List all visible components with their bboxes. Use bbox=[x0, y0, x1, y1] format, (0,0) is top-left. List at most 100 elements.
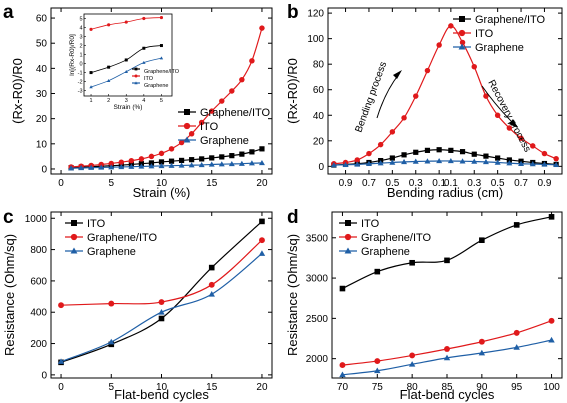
inset-x-tick-label: 1 bbox=[90, 98, 93, 104]
d-graphene-point-5 bbox=[513, 344, 520, 350]
b-ito-point-2 bbox=[354, 157, 360, 163]
a-graphene-ito-point-16 bbox=[229, 153, 235, 159]
a-legend-swatch-marker bbox=[183, 136, 191, 143]
a-graphene-point-18 bbox=[248, 160, 255, 166]
b-legend-label: Graphene/ITO bbox=[475, 14, 546, 26]
b-graphene-point-13 bbox=[482, 158, 489, 165]
x-tick-label: 0.1 bbox=[432, 178, 446, 189]
d-graphene-ito-point-2 bbox=[409, 352, 416, 359]
c-ito-point-3 bbox=[208, 264, 215, 271]
c-graphene-point-1 bbox=[108, 338, 115, 345]
c-graphene-point-0 bbox=[57, 358, 65, 364]
b-legend-swatch-marker bbox=[459, 16, 465, 22]
a-inset-legend-swatch-marker bbox=[134, 67, 138, 71]
b-graphene-ito-point-7 bbox=[413, 149, 419, 155]
y-tick-label: 50 bbox=[36, 39, 48, 50]
x-axis-title: Flat-bend cycles bbox=[114, 387, 209, 402]
b-ito-point-15 bbox=[506, 125, 513, 131]
x-tick-label: 0.3 bbox=[467, 178, 481, 189]
d-graphene-ito-point-4 bbox=[478, 338, 485, 345]
a-legend-swatch-marker bbox=[184, 109, 190, 115]
a-ito-point-9 bbox=[158, 150, 165, 157]
a-graphene-point-8 bbox=[148, 163, 155, 169]
a-graphene-ito-point-13 bbox=[199, 156, 205, 162]
b-ito-point-6 bbox=[401, 115, 407, 121]
d-legend-label: Graphene/ITO bbox=[361, 232, 432, 244]
a-ito-point-12 bbox=[188, 131, 195, 137]
x-tick-label: 0.7 bbox=[514, 178, 528, 189]
b-ito-point-3 bbox=[366, 150, 372, 157]
b-ito-point-16 bbox=[518, 135, 524, 141]
a-inset-graphene-point-3 bbox=[142, 60, 146, 64]
d-graphene-ito-point-3 bbox=[444, 346, 450, 352]
a-graphene-ito-point-17 bbox=[239, 151, 245, 157]
b-graphene-ito-point-12 bbox=[471, 151, 477, 157]
y-tick-label: 400 bbox=[30, 308, 47, 319]
inset-y-tick-label: -3 bbox=[78, 89, 83, 95]
x-tick-label: 0.9 bbox=[537, 178, 551, 189]
c-graphene-ito-point-3 bbox=[208, 281, 215, 288]
b-graphene-ito-point-14 bbox=[495, 155, 501, 161]
x-tick-label: 85 bbox=[441, 382, 453, 393]
b-graphene-point-6 bbox=[401, 158, 408, 165]
b-graphene-ito-point-8 bbox=[424, 147, 431, 153]
inset-y-tick-label: 5 bbox=[79, 17, 82, 23]
y-tick-label: 1000 bbox=[25, 214, 48, 225]
x-tick-label: 95 bbox=[511, 382, 523, 393]
d-ito-point-2 bbox=[409, 259, 415, 266]
d-graphene-point-1 bbox=[374, 367, 381, 374]
y-axis-title: Resistance (Ohm/sq) bbox=[285, 234, 300, 356]
x-tick-label: 0.5 bbox=[491, 178, 505, 189]
b-ito-point-5 bbox=[389, 129, 396, 135]
x-tick-label: 5 bbox=[108, 178, 114, 189]
b-ito-point-11 bbox=[459, 39, 466, 46]
a-graphene-point-17 bbox=[238, 160, 245, 166]
b-ito-point-8 bbox=[424, 67, 431, 74]
b-ito-point-14 bbox=[494, 112, 501, 118]
a-ito-point-14 bbox=[208, 108, 215, 114]
a-graphene-point-16 bbox=[228, 160, 235, 167]
y-tick-label: 20 bbox=[36, 114, 48, 125]
b-ito-point-17 bbox=[530, 143, 536, 149]
b-graphene-point-12 bbox=[471, 158, 478, 164]
a-inset-graphene-ito-point-4 bbox=[159, 44, 163, 48]
b-graphene-ito-point-15 bbox=[506, 157, 512, 163]
b-ito-point-18 bbox=[541, 150, 548, 157]
c-legend-swatch-marker bbox=[70, 233, 78, 241]
a-graphene-point-1 bbox=[78, 164, 85, 171]
x-tick-label: 80 bbox=[407, 382, 419, 393]
a-graphene-point-6 bbox=[128, 163, 135, 169]
a-graphene-ito-point-18 bbox=[249, 149, 255, 155]
b-legend-label: ITO bbox=[475, 28, 494, 40]
y-tick-label: 80 bbox=[313, 60, 325, 71]
a-legend-label: ITO bbox=[200, 121, 219, 133]
annotation-recovery: Recovery process bbox=[485, 78, 532, 154]
b-ito-point-4 bbox=[377, 141, 384, 148]
a-inset-legend-label: Graphene/ITO bbox=[144, 69, 180, 75]
b-graphene-point-0 bbox=[330, 162, 337, 168]
y-tick-label: 200 bbox=[30, 339, 47, 350]
y-tick-label: 2500 bbox=[306, 314, 329, 325]
inset-y-tick-label: 0 bbox=[79, 62, 82, 68]
b-graphene-point-3 bbox=[365, 160, 372, 166]
a-ito-point-19 bbox=[259, 25, 265, 31]
a-inset-graphene-point-0 bbox=[89, 85, 93, 89]
a-inset-legend-swatch-marker bbox=[134, 81, 138, 85]
b-graphene-ito-point-10 bbox=[448, 147, 454, 153]
inset-y-axis-title: ln[(Rx-R0)/R0] bbox=[69, 34, 76, 76]
b-graphene-point-14 bbox=[494, 159, 501, 165]
x-tick-label: 90 bbox=[476, 382, 488, 393]
c-legend-label: ITO bbox=[87, 218, 106, 230]
a-graphene-ito-point-8 bbox=[148, 160, 155, 166]
x-tick-label: 0.5 bbox=[385, 178, 399, 189]
x-tick-label: 75 bbox=[372, 382, 384, 393]
a-ito-point-15 bbox=[219, 98, 225, 104]
d-ito-point-4 bbox=[479, 237, 485, 244]
b-graphene-ito-point-5 bbox=[389, 155, 395, 161]
y-tick-label: 40 bbox=[36, 64, 48, 75]
b-legend-swatch-marker bbox=[458, 29, 466, 37]
a-ito-point-10 bbox=[168, 146, 175, 152]
b-graphene-point-4 bbox=[377, 160, 384, 166]
b-graphene-point-11 bbox=[459, 158, 466, 164]
